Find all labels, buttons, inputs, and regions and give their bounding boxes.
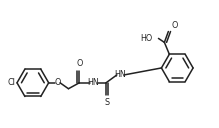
Text: S: S xyxy=(104,98,110,107)
Text: O: O xyxy=(54,78,61,87)
Text: HN: HN xyxy=(87,78,99,87)
Text: O: O xyxy=(76,59,83,68)
Text: HN: HN xyxy=(114,70,126,79)
Text: Cl: Cl xyxy=(8,78,16,87)
Text: O: O xyxy=(171,20,178,30)
Text: HO: HO xyxy=(140,34,152,43)
